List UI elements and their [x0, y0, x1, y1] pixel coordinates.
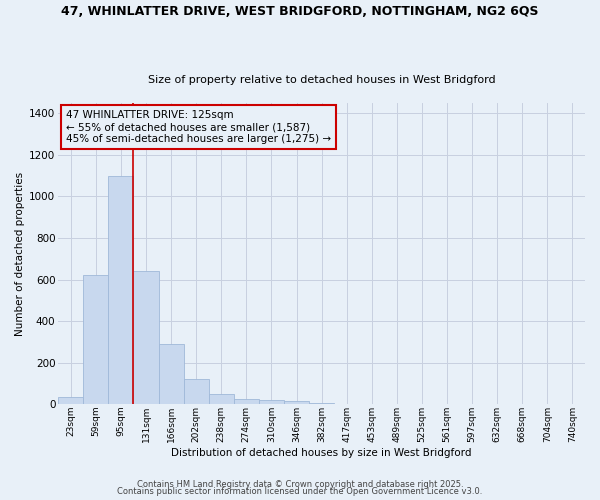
Bar — [133, 271, 158, 404]
Text: 47 WHINLATTER DRIVE: 125sqm
← 55% of detached houses are smaller (1,587)
45% of : 47 WHINLATTER DRIVE: 125sqm ← 55% of det… — [66, 110, 331, 144]
Title: Size of property relative to detached houses in West Bridgford: Size of property relative to detached ho… — [148, 76, 496, 86]
Text: Contains HM Land Registry data © Crown copyright and database right 2025.: Contains HM Land Registry data © Crown c… — [137, 480, 463, 489]
Bar — [309, 403, 334, 404]
Bar — [58, 397, 83, 404]
Text: 47, WHINLATTER DRIVE, WEST BRIDGFORD, NOTTINGHAM, NG2 6QS: 47, WHINLATTER DRIVE, WEST BRIDGFORD, NO… — [61, 5, 539, 18]
Bar — [234, 399, 259, 404]
Bar — [109, 176, 133, 404]
Bar — [284, 401, 309, 404]
Bar — [259, 400, 284, 404]
Bar — [209, 394, 234, 404]
Bar — [184, 380, 209, 404]
Bar — [158, 344, 184, 404]
Y-axis label: Number of detached properties: Number of detached properties — [15, 172, 25, 336]
Text: Contains public sector information licensed under the Open Government Licence v3: Contains public sector information licen… — [118, 487, 482, 496]
Bar — [83, 276, 109, 404]
X-axis label: Distribution of detached houses by size in West Bridgford: Distribution of detached houses by size … — [172, 448, 472, 458]
